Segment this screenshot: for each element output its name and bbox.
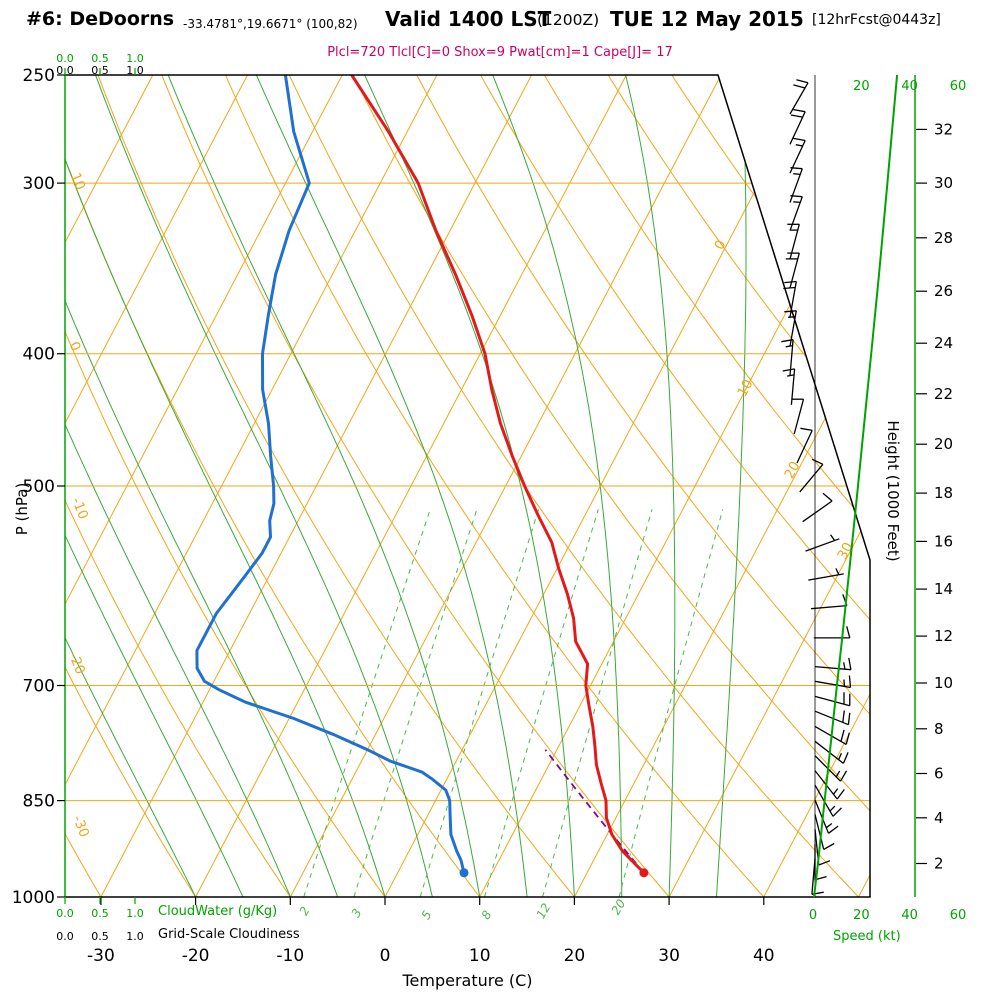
height-tick-label: 26 [934,282,953,300]
mixing-ratio-label: 5 [419,908,435,922]
isotherm-label: 20 [781,459,803,482]
valid-date: TUE 12 May 2015 [610,7,804,31]
mixing-ratio-label: 8 [479,908,495,922]
dry-adiabat-label: 10 [67,171,88,193]
pressure-axis-title: P (hPa) [13,482,31,536]
temperature-tick-label: 30 [658,946,680,966]
temperature-tick-label: -10 [276,946,304,966]
moist-adiabat-lines [65,75,747,897]
skewt-background [65,75,870,897]
cloud-scale-top-green: 1.0 [126,52,144,65]
wind-barbs [781,79,852,895]
cloud-scale-bottom-black: 0.0 [56,930,74,943]
cloud-scale-top-green: 0.5 [91,52,109,65]
height-tick-label: 32 [934,120,953,138]
height-tick-label: 24 [934,334,953,352]
speed-scale: 0 20 20 40 40 60 60 [809,79,966,923]
cloud-scale: 0.00.00.00.00.50.50.50.51.01.01.01.0 [56,52,144,943]
temperature-axis-title: Temperature (C) [402,971,533,990]
temperature-axis: -30 -20 -10 0 10 20 30 40 [87,897,775,966]
station-coords: -33.4781°,19.6671° (100,82) [183,17,358,31]
speed-tick-bottom: 40 [901,908,918,923]
dry-adiabat-label: 0 [66,340,84,354]
cloud-scale-bottom-black: 1.0 [126,930,144,943]
pressure-axis: 250 300 400 500 700 850 1000 [12,66,65,908]
station-title: #6: DeDoorns [26,8,175,30]
cloud-scale-top-green: 0.0 [56,52,74,65]
cloudwater-label: CloudWater (g/Kg) [158,904,278,919]
speed-tick-top: 40 [901,79,918,94]
forecast-tag: [12hrFcst@0443z] [812,12,941,28]
temperature-tick-label: 40 [753,946,775,966]
speed-tick-top: 20 [853,79,870,94]
mixing-ratio-lines [303,509,724,897]
cloud-scale-bottom-green: 0.5 [91,907,109,920]
pressure-tick-label: 1000 [12,888,55,908]
speed-axis-title: Speed (kt) [833,929,901,944]
dry-adiabat-label: -30 [69,813,92,839]
height-tick-label: 6 [934,765,944,783]
pressure-tick-label: 250 [23,66,55,86]
dewpoint-curve [195,75,466,874]
dry-adiabat-label: -10 [68,495,91,521]
cloud-scale-bottom-green: 1.0 [126,907,144,920]
height-tick-label: 4 [934,809,944,827]
mixing-ratio-label: 2 [297,904,313,918]
parcel-path [544,749,645,874]
dry-adiabat-label: -20 [65,650,88,676]
surface-temperature-dot [639,868,649,878]
gridscale-label: Grid-Scale Cloudiness [158,927,300,942]
height-curve [813,74,899,898]
pressure-tick-label: 850 [23,792,55,812]
height-tick-label: 2 [934,854,944,872]
isobar-lines [65,182,870,802]
pressure-tick-label: 500 [23,477,55,497]
height-tick-label: 14 [934,580,953,598]
speed-tick-bottom: 60 [950,908,967,923]
isotherm-label: 0 [711,238,729,253]
pressure-tick-label: 300 [23,174,55,194]
temperature-tick-label: -20 [182,946,210,966]
isotherm-label: 30 [834,540,856,563]
speed-tick-bottom: 20 [853,908,870,923]
height-tick-label: 12 [934,627,953,645]
height-tick-label: 10 [934,674,953,692]
height-tick-label: 18 [934,484,953,502]
mixing-ratio-label: 20 [609,897,629,918]
height-axis-title: Height (1000 Feet) [884,420,902,562]
isotherm-label: 10 [734,377,756,400]
temperature-tick-label: 10 [469,946,491,966]
temperature-tick-label: 20 [564,946,586,966]
pressure-tick-label: 700 [23,677,55,697]
height-tick-label: 8 [934,720,944,738]
speed-tick-top: 60 [950,79,967,94]
speed-tick-bottom: 0 [809,908,817,923]
temperature-curve [350,75,645,874]
cloud-scale-bottom-black: 0.5 [91,930,109,943]
height-tick-label: 20 [934,435,953,453]
pressure-tick-label: 400 [23,345,55,365]
cloud-scale-bottom-green: 0.0 [56,907,74,920]
height-tick-label: 30 [934,174,953,192]
height-tick-label: 16 [934,532,953,550]
valid-zulu: (1200Z) [537,11,600,29]
height-tick-label: 28 [934,229,953,247]
temperature-tick-label: 0 [380,946,391,966]
height-tick-label: 22 [934,385,953,403]
temperature-tick-label: -30 [87,946,115,966]
mixing-ratio-label: 12 [534,901,554,921]
valid-time: Valid 1400 LST [385,7,552,31]
indices-line: Plcl=720 Tlcl[C]=0 Shox=9 Pwat[cm]=1 Cap… [327,45,673,60]
surface-dewpoint-dot [459,868,469,878]
mixing-ratio-label: 3 [349,906,365,920]
sounding-curves [195,75,645,874]
